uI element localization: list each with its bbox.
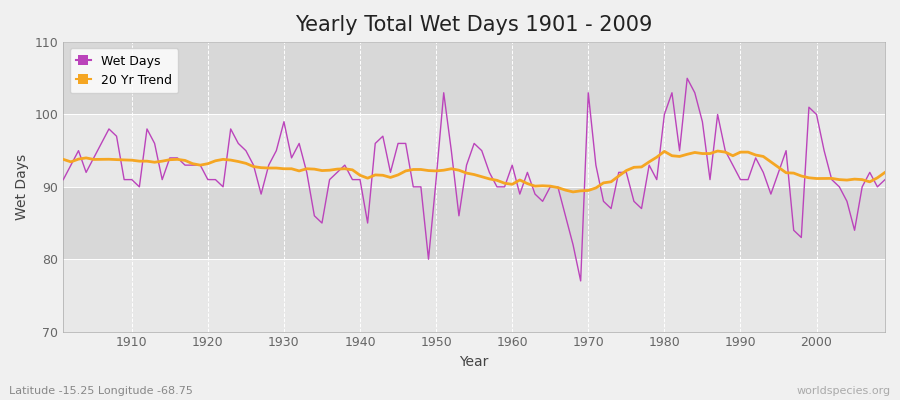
Text: Latitude -15.25 Longitude -68.75: Latitude -15.25 Longitude -68.75 [9, 386, 193, 396]
20 Yr Trend [507, 182, 517, 187]
Wet Days [286, 156, 297, 160]
Text: worldspecies.org: worldspecies.org [796, 386, 891, 396]
20 Yr Trend [606, 179, 616, 184]
Wet Days [119, 177, 130, 182]
Title: Yearly Total Wet Days 1901 - 2009: Yearly Total Wet Days 1901 - 2009 [295, 15, 652, 35]
Wet Days [500, 184, 510, 189]
X-axis label: Year: Year [460, 355, 489, 369]
20 Yr Trend [500, 181, 510, 186]
Line: Wet Days: Wet Days [63, 78, 885, 281]
Wet Days [682, 76, 693, 81]
20 Yr Trend [119, 158, 130, 162]
20 Yr Trend [712, 149, 723, 154]
Bar [63, 259, 885, 332]
Wet Days [507, 163, 517, 168]
20 Yr Trend [332, 167, 343, 172]
Y-axis label: Wet Days: Wet Days [15, 154, 29, 220]
Legend: Wet Days, 20 Yr Trend: Wet Days, 20 Yr Trend [69, 48, 178, 93]
20 Yr Trend [286, 166, 297, 171]
Bar [63, 42, 885, 114]
Wet Days [606, 206, 616, 211]
Wet Days [575, 278, 586, 283]
20 Yr Trend [58, 157, 68, 162]
Bar [63, 114, 885, 187]
20 Yr Trend [879, 170, 890, 175]
20 Yr Trend [568, 190, 579, 194]
Line: 20 Yr Trend: 20 Yr Trend [63, 151, 885, 192]
Wet Days [332, 170, 343, 175]
Wet Days [879, 177, 890, 182]
Bar [63, 187, 885, 259]
Wet Days [58, 177, 68, 182]
